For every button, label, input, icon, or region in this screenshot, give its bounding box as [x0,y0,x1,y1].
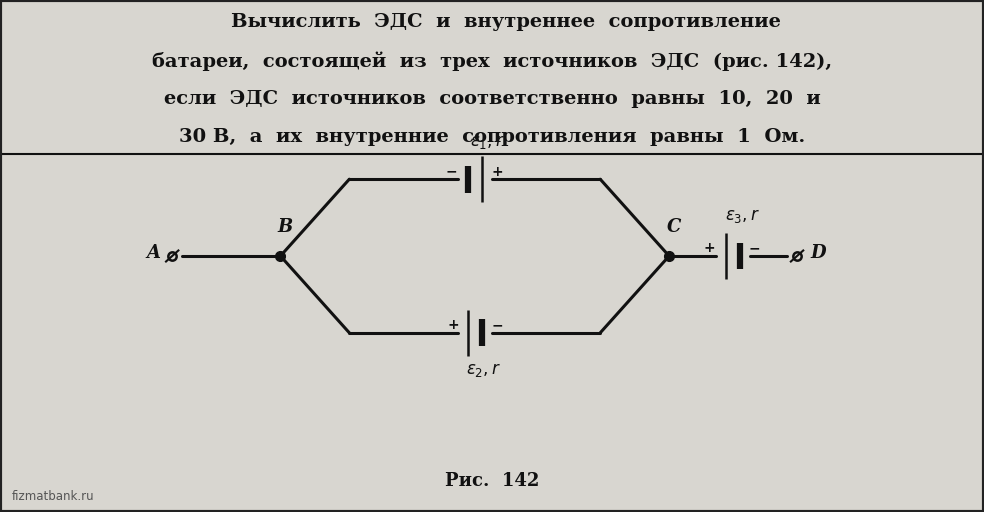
Text: Вычислить  ЭДС  и  внутреннее  сопротивление: Вычислить ЭДС и внутреннее сопротивление [204,13,780,31]
Text: B: B [277,218,293,236]
Text: −: − [749,241,761,255]
Text: 30 В,  а  их  внутренние  сопротивления  равны  1  Ом.: 30 В, а их внутренние сопротивления равн… [179,128,805,146]
Text: +: + [491,164,503,179]
Text: A: A [147,244,160,263]
Text: $\varepsilon_1, r$: $\varepsilon_1, r$ [469,133,505,151]
Text: C: C [667,218,681,236]
Text: $\varepsilon_2, r$: $\varepsilon_2, r$ [465,361,501,379]
Text: если  ЭДС  источников  соответственно  равны  10,  20  и: если ЭДС источников соответственно равны… [163,90,821,108]
Text: Рис.  142: Рис. 142 [445,472,539,490]
Text: fizmatbank.ru: fizmatbank.ru [12,490,94,503]
Text: −: − [491,318,503,332]
Text: $\varepsilon_3, r$: $\varepsilon_3, r$ [725,207,761,225]
Text: батареи,  состоящей  из  трех  источников  ЭДС  (рис. 142),: батареи, состоящей из трех источников ЭД… [152,51,832,71]
Text: +: + [704,241,715,255]
Text: +: + [448,318,460,332]
Text: −: − [446,164,458,179]
Text: D: D [811,244,827,263]
